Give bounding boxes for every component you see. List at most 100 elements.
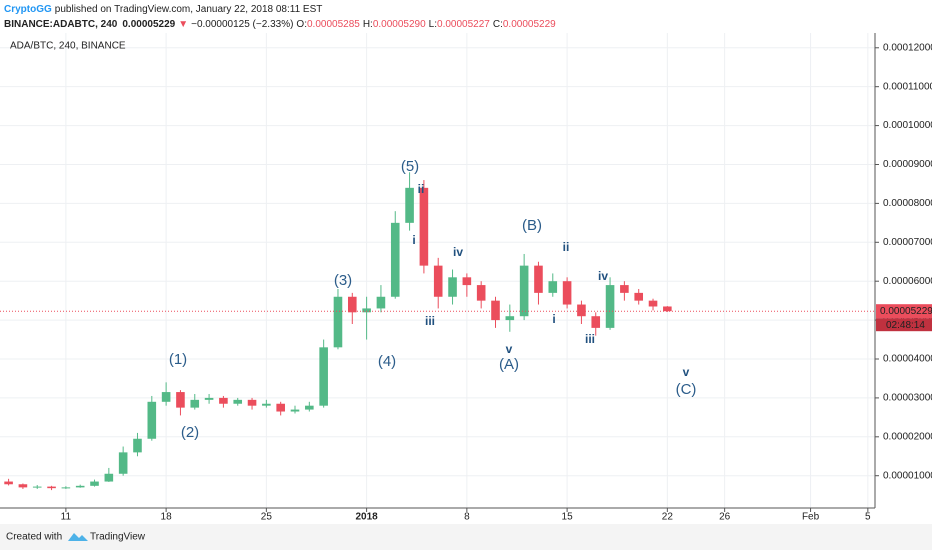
candle-body xyxy=(591,316,601,328)
wave-label: ii xyxy=(563,240,570,254)
candle-body xyxy=(247,399,257,406)
candle-body xyxy=(505,316,515,321)
candle-body xyxy=(75,485,85,488)
candle-body xyxy=(491,300,500,321)
x-tick-label: Feb xyxy=(802,512,820,523)
candle-body xyxy=(462,277,472,286)
o-label: O: xyxy=(296,19,307,30)
candle-body xyxy=(233,399,243,404)
candle-body xyxy=(161,392,171,402)
candle-body xyxy=(47,486,56,489)
candle-body xyxy=(190,399,200,408)
wave-label: iii xyxy=(425,314,435,328)
candle-body xyxy=(104,473,114,482)
x-tick-label: 11 xyxy=(61,512,72,523)
candle-body xyxy=(448,277,457,297)
wave-label: (3) xyxy=(334,272,352,289)
x-tick-label: 18 xyxy=(161,512,173,523)
candle-body xyxy=(390,222,400,297)
footer-created: Created with xyxy=(6,532,62,543)
wave-label: i xyxy=(412,233,415,247)
candle-body xyxy=(634,292,644,301)
candle-body xyxy=(648,300,658,307)
h-value: 0.00005290 xyxy=(373,19,426,30)
wave-label: (4) xyxy=(378,353,396,370)
h-label: H: xyxy=(363,19,373,30)
y-tick-label: 0.00009000 xyxy=(883,159,932,170)
y-tick-label: 0.00008000 xyxy=(883,198,932,209)
candle-body xyxy=(204,397,214,400)
candle-body xyxy=(534,265,543,293)
wave-label: (2) xyxy=(181,424,199,441)
y-tick-label: 0.00011000 xyxy=(883,81,932,92)
x-tick-label: 5 xyxy=(865,512,871,523)
footer-brand[interactable]: TradingView xyxy=(90,532,146,543)
candle-body xyxy=(562,281,572,305)
candle-body xyxy=(405,187,414,223)
candle-body xyxy=(4,481,13,485)
candle-body xyxy=(620,285,629,293)
x-tick-label: 25 xyxy=(261,512,273,523)
wave-label: v xyxy=(506,342,513,356)
x-tick-label: 2018 xyxy=(355,512,378,523)
tv-logo xyxy=(68,533,88,541)
candle-body xyxy=(577,304,586,317)
wave-label: (B) xyxy=(522,217,542,234)
candle-body xyxy=(476,285,486,301)
countdown-label: 02:48:14 xyxy=(886,320,925,331)
candle-body xyxy=(333,296,343,348)
plot xyxy=(0,33,875,508)
o-value: 0.00005285 xyxy=(307,19,360,30)
countdown-box xyxy=(876,318,932,332)
candle-body xyxy=(305,405,314,410)
y-tick-label: 0.00001000 xyxy=(883,470,932,481)
wave-label: iii xyxy=(585,332,595,346)
y-tick-label: 0.00012000 xyxy=(883,42,932,53)
candle-body xyxy=(276,403,285,412)
x-tick-label: 8 xyxy=(464,512,470,523)
candle-body xyxy=(347,296,357,313)
l-value: 0.00005227 xyxy=(437,19,490,30)
y-tick-label: 0.00003000 xyxy=(883,393,932,404)
wave-label: (1) xyxy=(169,351,187,368)
candle-body xyxy=(118,452,128,474)
last: 0.00005229 xyxy=(122,19,175,30)
x-tick-label: 26 xyxy=(719,512,731,523)
candle-body xyxy=(176,392,185,408)
c-value: 0.00005229 xyxy=(503,19,556,30)
candle-body xyxy=(18,484,28,488)
candle-body xyxy=(519,265,529,317)
c-label: C: xyxy=(493,19,503,30)
y-tick-label: 0.00004000 xyxy=(883,354,932,365)
candle-body xyxy=(663,306,672,312)
candle-body xyxy=(61,487,71,489)
wave-label: v xyxy=(683,365,690,379)
y-tick-label: 0.00006000 xyxy=(883,276,932,287)
header-line-2: BINANCE:ADABTC, 240 0.00005229 ▼ −0.0000012… xyxy=(4,19,556,30)
last-price-label: 0.00005229 xyxy=(880,306,932,317)
published: published on TradingView.com, January 22… xyxy=(55,4,323,15)
candle-body xyxy=(90,481,99,486)
candle-body xyxy=(362,308,371,313)
candle-body xyxy=(605,285,615,328)
candle-body xyxy=(548,281,558,293)
legend: ADA/BTC, 240, BINANCE xyxy=(10,41,126,52)
direction: ▼ xyxy=(178,19,188,30)
candle-body xyxy=(376,296,386,309)
header-line-1: CryptoGG published on TradingView.com, Ja… xyxy=(4,4,322,15)
author[interactable]: CryptoGG xyxy=(4,4,52,15)
x-tick-label: 22 xyxy=(662,512,674,523)
candle-body xyxy=(319,347,328,406)
y-tick-label: 0.00010000 xyxy=(883,120,932,131)
y-tick-label: 0.00002000 xyxy=(883,431,932,442)
candle-body xyxy=(147,401,157,439)
y-tick-label: 0.00007000 xyxy=(883,237,932,248)
symbol: BINANCE:ADABTC, 240 xyxy=(4,19,118,30)
wave-label: (5) xyxy=(401,158,419,175)
wave-labels: (1) (2) (3) (4) (5) ii i iii iv v (A) (B… xyxy=(169,158,697,441)
candle-body xyxy=(32,486,42,488)
wave-label: iv xyxy=(453,245,463,259)
change: −0.00000125 (−2.33%) xyxy=(191,19,293,30)
